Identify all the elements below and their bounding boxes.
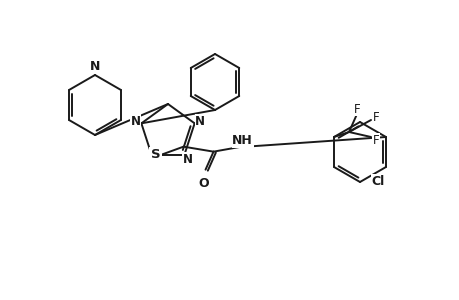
Text: O: O bbox=[198, 177, 208, 190]
Text: N: N bbox=[90, 60, 100, 73]
Text: F: F bbox=[353, 103, 359, 116]
Text: N: N bbox=[195, 115, 205, 128]
Text: N: N bbox=[183, 153, 193, 166]
Text: Cl: Cl bbox=[370, 175, 384, 188]
Text: NH: NH bbox=[232, 134, 252, 147]
Text: F: F bbox=[372, 110, 379, 124]
Text: N: N bbox=[130, 115, 140, 128]
Text: F: F bbox=[372, 134, 379, 146]
Text: S: S bbox=[151, 148, 160, 161]
